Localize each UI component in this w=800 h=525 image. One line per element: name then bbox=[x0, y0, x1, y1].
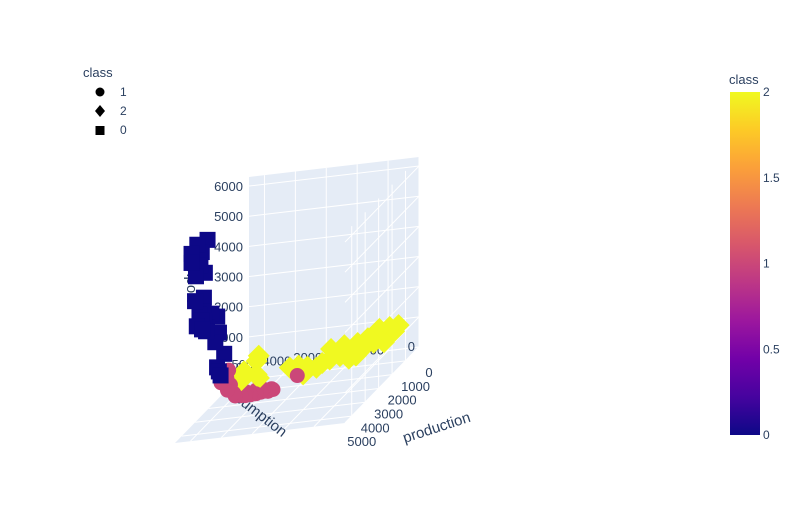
x-tick-label: 5000 bbox=[347, 434, 376, 449]
x-tick-label: 1000 bbox=[401, 379, 430, 394]
y-tick-label: 0 bbox=[408, 339, 415, 354]
point-class-0[interactable] bbox=[212, 367, 229, 384]
point-class-0[interactable] bbox=[187, 293, 204, 310]
z-tick-label: 4000 bbox=[214, 239, 243, 254]
z-tick-label: 6000 bbox=[214, 179, 243, 194]
grid-z-wall-right bbox=[344, 195, 420, 273]
grid-y-floor bbox=[282, 353, 358, 431]
colorbar-tick-label: 2 bbox=[763, 85, 770, 99]
x-tick-label: 0 bbox=[425, 365, 432, 380]
legend-title: class bbox=[83, 65, 113, 80]
z-tick-label: 5000 bbox=[214, 209, 243, 224]
grid-z-wall-left bbox=[248, 225, 420, 247]
pane-floor bbox=[175, 347, 419, 443]
colorbar-tick-label: 0 bbox=[763, 428, 770, 442]
legend-circle-icon bbox=[95, 87, 105, 97]
colorbar-title: class bbox=[729, 72, 759, 87]
point-class-1[interactable] bbox=[289, 368, 305, 384]
3d-scene[interactable]: 0100020003000400050000100020003000400050… bbox=[175, 157, 473, 449]
grid-z-wall-right bbox=[344, 316, 420, 394]
x-tick-label: 2000 bbox=[388, 393, 417, 408]
point-class-2[interactable] bbox=[245, 350, 268, 373]
legend: class 1 2 0 bbox=[83, 65, 127, 137]
legend-diamond-icon bbox=[95, 105, 105, 117]
grid-x-floor bbox=[208, 387, 379, 409]
grid-z-wall-right bbox=[344, 256, 420, 333]
colorbar: class 0 0.5 1 1.5 2 bbox=[729, 72, 780, 442]
grid-x-floor bbox=[195, 401, 366, 423]
legend-label-1: 1 bbox=[120, 85, 127, 99]
colorbar-tick-label: 1.5 bbox=[763, 171, 780, 185]
legend-square-icon bbox=[95, 126, 105, 135]
legend-label-0: 0 bbox=[120, 123, 127, 137]
grid-z-wall-left bbox=[248, 195, 420, 217]
x-tick-label: 4000 bbox=[361, 420, 390, 435]
grid-z-wall-left bbox=[248, 165, 420, 187]
grid-x-floor bbox=[181, 415, 352, 437]
x-axis-title: production bbox=[401, 409, 473, 447]
point-class-0[interactable] bbox=[183, 254, 200, 271]
grid-z-wall-left bbox=[248, 256, 420, 278]
legend-item-2[interactable]: 2 bbox=[95, 104, 127, 118]
point-class-0[interactable] bbox=[194, 321, 211, 338]
point-class-0[interactable] bbox=[187, 268, 204, 285]
legend-item-0[interactable]: 0 bbox=[95, 123, 128, 137]
colorbar-tick-label: 1 bbox=[763, 257, 770, 271]
colorbar-tick-label: 0.5 bbox=[763, 342, 780, 356]
grid-z-wall-right bbox=[344, 226, 420, 303]
grid-z-wall-right bbox=[344, 165, 420, 243]
grid-y-floor bbox=[313, 350, 389, 427]
x-tick-label: 3000 bbox=[374, 406, 403, 421]
grid-z-wall-left bbox=[248, 286, 420, 308]
z-tick-label: 3000 bbox=[214, 270, 243, 285]
colorbar-gradient bbox=[730, 92, 760, 435]
legend-label-2: 2 bbox=[120, 104, 127, 118]
grid-z-wall-right bbox=[344, 346, 420, 424]
legend-item-1[interactable]: 1 bbox=[95, 85, 128, 99]
